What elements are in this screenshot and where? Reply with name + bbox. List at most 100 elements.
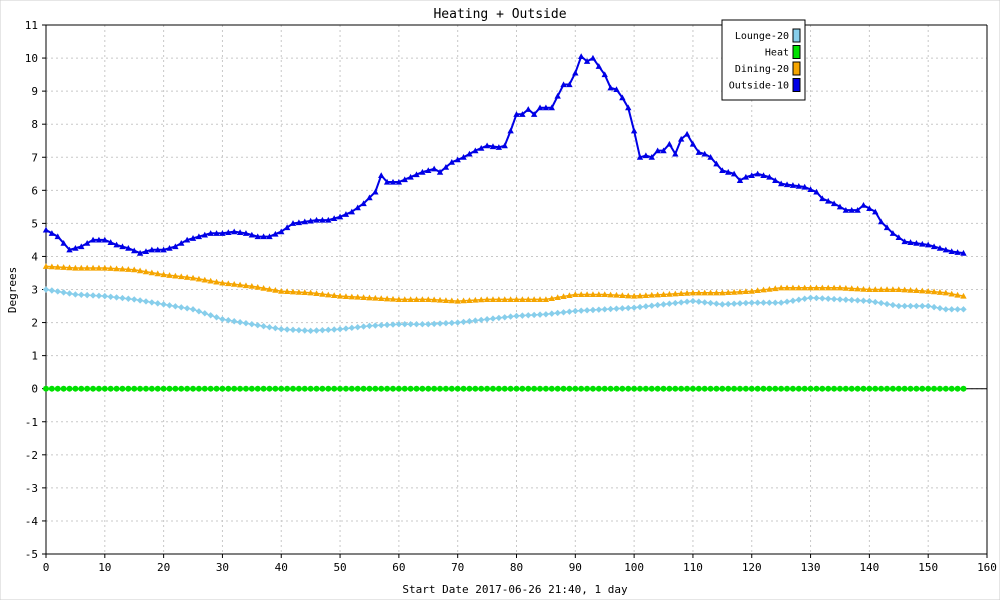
data-point-lounge-20 (283, 326, 291, 333)
data-point-dining-20 (154, 270, 161, 277)
data-point-dining-20 (207, 277, 214, 284)
data-point-lounge-20 (395, 321, 403, 328)
data-point-heat (578, 385, 585, 392)
data-point-heat (172, 385, 179, 392)
data-point-heat (90, 385, 97, 392)
data-point-heat (154, 385, 161, 392)
data-point-outside-10 (160, 246, 167, 253)
data-point-dining-20 (583, 291, 591, 298)
data-point-heat (389, 385, 396, 392)
y-tick-label: 5 (31, 217, 38, 230)
data-point-heat (795, 385, 802, 392)
y-tick-label: 0 (31, 383, 38, 396)
data-point-heat (637, 385, 644, 392)
data-point-outside-10 (489, 143, 497, 150)
data-point-heat (625, 385, 632, 392)
data-point-dining-20 (483, 296, 491, 302)
data-point-dining-20 (695, 289, 703, 296)
series-outside-10 (42, 53, 967, 256)
data-point-outside-10 (589, 54, 597, 61)
series-layer (42, 53, 967, 392)
data-point-dining-20 (830, 284, 838, 291)
data-point-lounge-20 (383, 321, 391, 329)
data-point-lounge-20 (789, 297, 797, 304)
data-point-lounge-20 (513, 312, 520, 320)
data-point-heat (407, 385, 414, 392)
data-point-outside-10 (283, 224, 291, 231)
data-point-heat (772, 385, 779, 392)
data-point-lounge-20 (766, 299, 773, 306)
data-point-dining-20 (283, 288, 291, 295)
data-point-dining-20 (924, 287, 932, 294)
data-point-lounge-20 (519, 312, 526, 319)
data-point-heat (495, 385, 502, 392)
x-tick-label: 60 (392, 561, 405, 574)
data-point-dining-20 (136, 267, 144, 274)
data-point-dining-20 (566, 292, 573, 299)
data-point-heat (778, 385, 785, 392)
data-point-lounge-20 (625, 304, 632, 312)
data-point-lounge-20 (907, 302, 914, 310)
data-point-dining-20 (701, 289, 708, 296)
data-point-lounge-20 (136, 297, 144, 304)
data-point-dining-20 (383, 295, 391, 302)
data-point-heat (725, 385, 732, 392)
data-point-heat (331, 385, 338, 392)
data-point-dining-20 (713, 289, 720, 296)
data-point-outside-10 (854, 206, 861, 213)
data-point-dining-20 (307, 289, 314, 296)
data-point-outside-10 (72, 244, 79, 251)
data-point-dining-20 (501, 296, 508, 302)
y-tick-label: 1 (31, 350, 38, 363)
data-point-heat (842, 385, 849, 392)
data-point-lounge-20 (866, 297, 873, 305)
data-point-dining-20 (442, 297, 450, 303)
data-point-dining-20 (777, 284, 785, 291)
data-point-outside-10 (883, 224, 891, 231)
data-point-dining-20 (330, 292, 338, 299)
data-point-heat (613, 385, 620, 392)
data-point-dining-20 (166, 272, 173, 278)
data-point-outside-10 (613, 86, 620, 93)
data-point-lounge-20 (542, 311, 550, 318)
y-tick-label: 6 (31, 184, 38, 197)
data-point-dining-20 (436, 296, 444, 303)
data-point-outside-10 (683, 130, 691, 137)
data-point-outside-10 (460, 154, 467, 160)
data-point-lounge-20 (413, 321, 420, 328)
y-axis-label: Degrees (6, 267, 19, 313)
series-lounge-20 (42, 286, 967, 335)
data-point-lounge-20 (772, 299, 779, 306)
data-point-heat (184, 385, 191, 392)
y-tick-label: 9 (31, 85, 38, 98)
data-point-heat (507, 385, 514, 392)
data-point-dining-20 (183, 274, 191, 280)
data-point-heat (607, 385, 614, 392)
data-point-heat (348, 385, 355, 392)
data-point-outside-10 (913, 240, 920, 246)
legend-swatch-dining-20 (792, 61, 801, 76)
data-point-dining-20 (813, 284, 820, 291)
data-point-outside-10 (366, 194, 373, 201)
data-point-lounge-20 (354, 323, 361, 331)
data-point-dining-20 (413, 296, 420, 302)
data-point-heat (760, 385, 767, 392)
data-point-outside-10 (583, 58, 591, 64)
data-point-outside-10 (924, 241, 932, 248)
data-point-outside-10 (542, 104, 550, 111)
data-point-heat (460, 385, 467, 392)
data-point-lounge-20 (589, 306, 597, 314)
data-point-heat (278, 385, 285, 392)
data-point-outside-10 (519, 111, 526, 117)
data-point-outside-10 (642, 152, 650, 159)
data-point-lounge-20 (548, 310, 555, 317)
data-point-lounge-20 (454, 319, 461, 326)
data-point-heat (78, 385, 85, 392)
data-point-outside-10 (736, 177, 744, 183)
legend-swatch-outside-10 (792, 78, 801, 92)
data-point-outside-10 (719, 167, 726, 174)
data-point-outside-10 (889, 230, 897, 236)
data-point-lounge-20 (219, 316, 226, 323)
data-point-outside-10 (295, 219, 303, 226)
data-point-heat (560, 385, 567, 392)
